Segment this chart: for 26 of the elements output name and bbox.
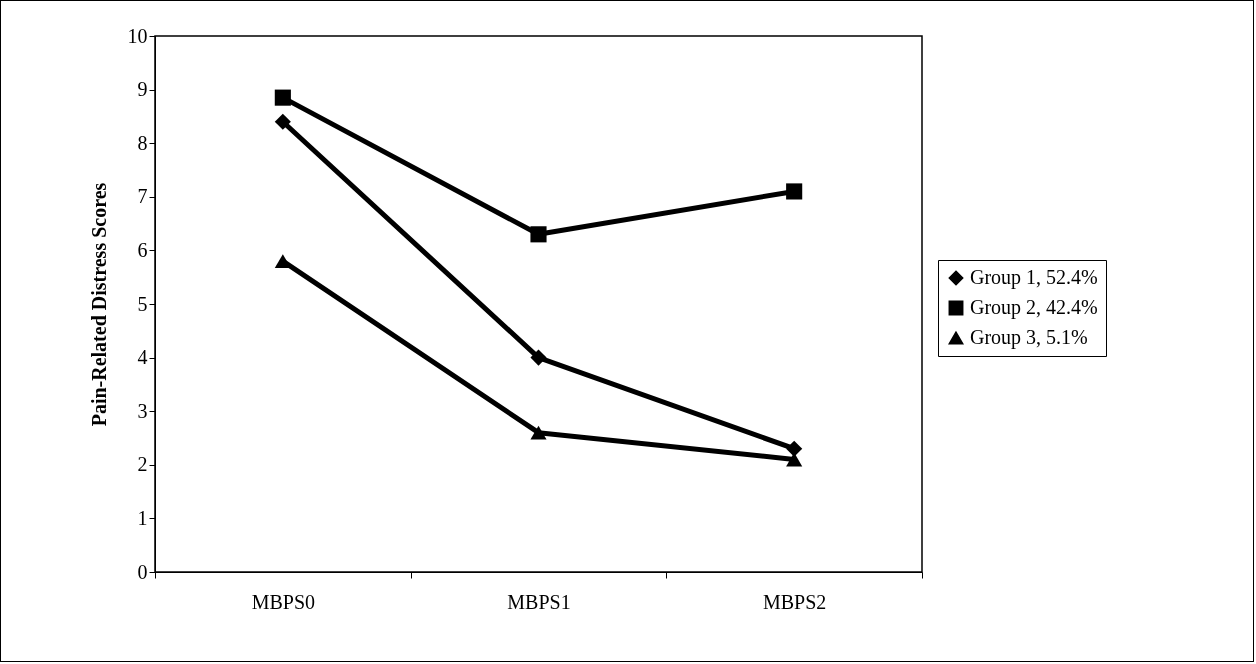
y-tick-label: 1 bbox=[137, 506, 148, 529]
y-tick-label: 10 bbox=[127, 24, 148, 47]
x-tick-label: MBPS1 bbox=[507, 590, 571, 613]
y-tick-label: 5 bbox=[137, 292, 148, 315]
x-tick-label: MBPS2 bbox=[762, 590, 827, 613]
y-tick-label: 4 bbox=[137, 346, 148, 369]
point bbox=[786, 440, 803, 457]
point bbox=[274, 89, 291, 106]
point bbox=[530, 349, 547, 366]
y-tick-label: 3 bbox=[137, 399, 148, 422]
point bbox=[530, 425, 547, 440]
point bbox=[274, 254, 291, 269]
y-tick-label: 8 bbox=[137, 131, 148, 154]
y-tick-label: 6 bbox=[137, 238, 148, 261]
y-tick-label: 9 bbox=[137, 78, 148, 101]
y-tick-label: 2 bbox=[137, 453, 148, 476]
y-tick-label: 7 bbox=[137, 185, 148, 208]
legend-label: Group 2, 42.4% bbox=[970, 296, 1098, 319]
point bbox=[786, 183, 803, 200]
legend-label: Group 3, 5.1% bbox=[970, 326, 1088, 349]
x-tick-label: MBPS0 bbox=[251, 590, 316, 613]
point bbox=[530, 226, 547, 243]
legend-label: Group 1, 52.4% bbox=[970, 266, 1098, 289]
point bbox=[274, 113, 291, 130]
y-axis-title: Pain-Related Distress Scores bbox=[87, 182, 110, 427]
y-tick-label: 0 bbox=[137, 560, 148, 583]
